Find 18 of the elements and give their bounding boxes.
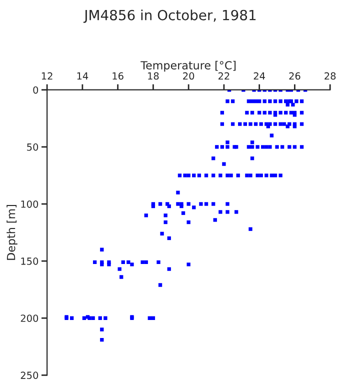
y-tick-label: 200 [20, 314, 38, 322]
chart-title: JM4856 in October, 1981 [83, 10, 256, 23]
x-tick-label: 12 [42, 72, 52, 80]
x-tick-label: 20 [183, 72, 194, 80]
x-tick-label: 14 [77, 72, 88, 80]
y-tick-label: 0 [33, 86, 38, 94]
x-tick-label: 28 [324, 72, 336, 80]
y-tick-label: 250 [20, 372, 38, 379]
x-tick-label: 22 [218, 72, 230, 80]
x-tick-label: 16 [112, 72, 124, 80]
x-tick-label: 24 [254, 72, 265, 80]
x-tick-label: 26 [289, 72, 300, 80]
y-tick-label: 50 [27, 143, 38, 151]
y-tick-label: 100 [21, 200, 38, 208]
x-tick-label: 18 [148, 72, 159, 80]
y-axis-title: Depth [m] [6, 205, 18, 260]
x-axis-title: Temperature [°C] [140, 60, 236, 72]
y-tick-label: 150 [21, 258, 38, 265]
